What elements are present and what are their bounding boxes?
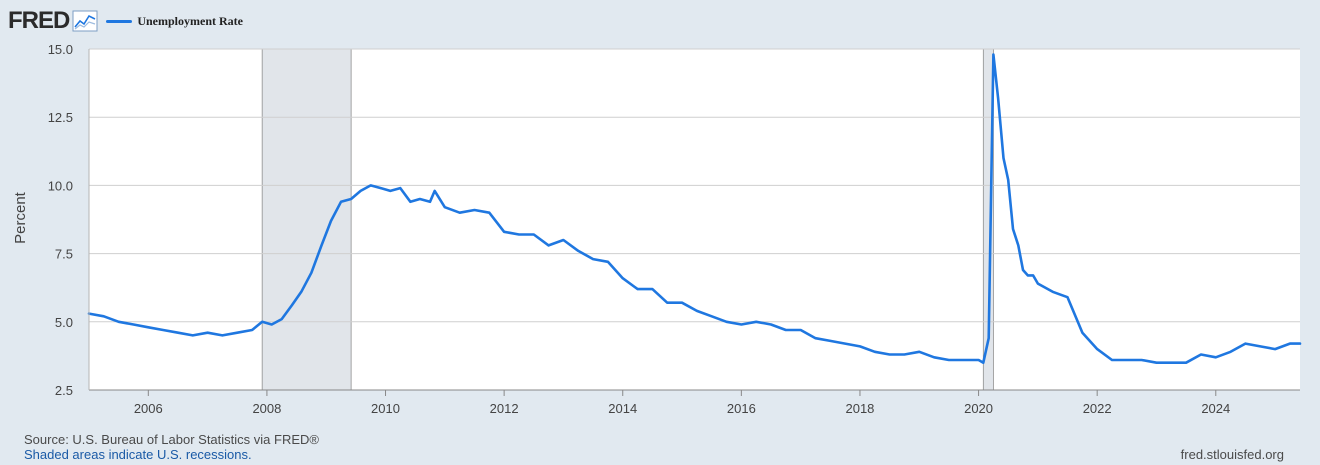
fred-logo[interactable]: FRED (8, 7, 70, 34)
site-url[interactable]: fred.stlouisfed.org (1180, 447, 1284, 462)
y-tick-label: 15.0 (48, 42, 73, 57)
x-tick-label: 2018 (845, 401, 874, 416)
y-tick-label: 10.0 (48, 178, 73, 193)
legend-swatch (106, 19, 133, 23)
recession-band-0 (261, 48, 352, 391)
recession-note[interactable]: Shaded areas indicate U.S. recessions. (24, 447, 252, 462)
x-tick-label: 2006 (134, 401, 163, 416)
y-tick-label: 5.0 (55, 315, 73, 330)
x-tick-label: 2024 (1201, 401, 1230, 416)
x-tick-label: 2022 (1083, 401, 1112, 416)
y-tick-label: 12.5 (48, 110, 73, 125)
chart-header: FRED Unemployment Rate (8, 6, 243, 36)
x-tick-label: 2010 (371, 401, 400, 416)
y-axis-label: Percent (12, 191, 29, 244)
legend-series-label: Unemployment Rate (137, 13, 243, 28)
x-tick-label: 2008 (252, 401, 281, 416)
line-chart-icon (72, 10, 98, 32)
x-tick-label: 2020 (964, 401, 993, 416)
y-tick-label: 2.5 (55, 383, 73, 398)
x-tick-label: 2016 (727, 401, 756, 416)
series-line-unemployment-rate[interactable] (87, 53, 1302, 365)
x-tick-label: 2014 (608, 401, 637, 416)
x-tick-label: 2012 (490, 401, 519, 416)
y-tick-label: 7.5 (55, 247, 73, 262)
source-note: Source: U.S. Bureau of Labor Statistics … (24, 432, 319, 447)
chart-legend[interactable]: Unemployment Rate (106, 14, 243, 29)
